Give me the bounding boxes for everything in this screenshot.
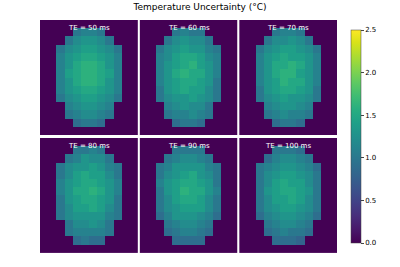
svg-text:TE = 50 ms: TE = 50 ms <box>68 24 110 32</box>
svg-text:TE = 90 ms: TE = 90 ms <box>168 142 210 150</box>
svg-text:2.5: 2.5 <box>365 26 376 34</box>
svg-text:TE = 60 ms: TE = 60 ms <box>168 24 210 32</box>
svg-text:0.5: 0.5 <box>365 197 376 205</box>
svg-text:TE = 100 ms: TE = 100 ms <box>265 142 311 150</box>
svg-text:TE = 80 ms: TE = 80 ms <box>68 142 110 150</box>
svg-text:2.0: 2.0 <box>365 69 376 77</box>
svg-text:0.0: 0.0 <box>365 239 376 247</box>
svg-text:1.5: 1.5 <box>365 112 376 120</box>
svg-text:1.0: 1.0 <box>365 154 376 162</box>
svg-text:Temperature Uncertainty (°C): Temperature Uncertainty (°C) <box>132 2 266 12</box>
svg-text:TE = 70 ms: TE = 70 ms <box>267 24 309 32</box>
